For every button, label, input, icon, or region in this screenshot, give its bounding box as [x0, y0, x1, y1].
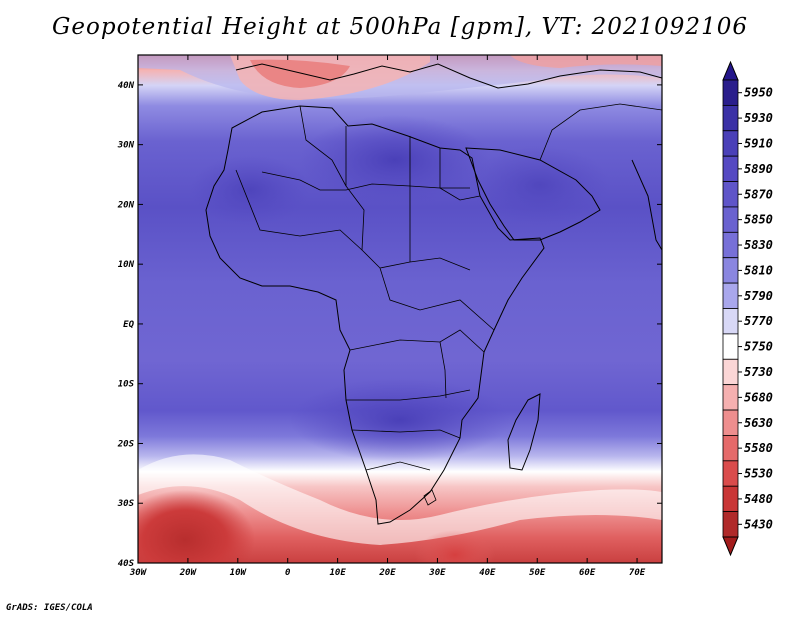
colorbar-swatch	[722, 282, 739, 309]
colorbar-swatch	[722, 104, 739, 132]
x-tick-label: 20W	[179, 568, 198, 578]
height-field	[138, 55, 662, 563]
x-tick-label: 0	[285, 568, 291, 578]
colorbar-swatch	[722, 181, 739, 208]
colorbar-swatch	[722, 384, 739, 411]
y-tick-label: 30N	[117, 141, 135, 151]
y-tick-label: EQ	[123, 320, 134, 330]
colorbar-swatch	[722, 485, 739, 513]
colorbar-swatch	[722, 130, 739, 157]
y-tick-label: 10N	[118, 260, 135, 270]
y-axis: 40S 30S 20S 10S EQ 10N 20N 30N 40N	[117, 81, 662, 569]
colorbar-label: 5850	[744, 213, 773, 227]
x-tick-label: 10W	[230, 568, 248, 578]
colorbar-label: 5770	[744, 314, 773, 328]
y-tick-label: 40S	[118, 559, 135, 569]
plot-frame	[137, 54, 663, 564]
colorbar-label: 5790	[744, 289, 773, 303]
y-tick-label: 20S	[117, 439, 135, 449]
colorbar-label: 5930	[744, 111, 773, 125]
x-axis: 30W 20W 10W 0 10E 20E 30E 40E 50E 60E 70E	[129, 55, 646, 578]
colorbar-swatch	[722, 206, 739, 233]
x-tick-label: 10E	[329, 568, 346, 578]
colorbar-swatch	[722, 333, 739, 360]
x-tick-label: 40E	[479, 568, 496, 578]
colorbar-swatch	[722, 308, 739, 335]
colorbar-label: 5750	[744, 340, 773, 354]
colorbar-swatch	[722, 460, 739, 487]
colorbar-label: 5730	[744, 365, 773, 379]
x-tick-label: 70E	[629, 568, 646, 578]
colorbar-label: 5950	[744, 86, 773, 100]
y-tick-label: 20N	[117, 200, 135, 210]
colorbar-swatch	[722, 155, 739, 182]
colorbar-label: 5810	[744, 263, 773, 277]
colorbar-label: 5870	[744, 187, 773, 201]
europe-coastline	[235, 63, 662, 89]
colorbar-label: 5480	[744, 492, 773, 506]
colorbar-swatch	[722, 511, 739, 538]
colorbar-top-arrow	[722, 60, 739, 81]
colorbar-swatch	[722, 79, 739, 106]
colorbar-bottom-arrow	[722, 536, 739, 557]
x-tick-label: 60E	[579, 568, 596, 578]
x-tick-label: 50E	[529, 568, 546, 578]
colorbar-label: 5830	[744, 238, 773, 252]
grads-credit: GrADS: IGES/COLA	[6, 603, 93, 613]
colorbar-label: 5910	[744, 136, 773, 150]
colorbar-swatch	[722, 358, 739, 386]
chart-title: Geopotential Height at 500hPa [gpm], VT:…	[52, 14, 748, 40]
india-coastline	[631, 159, 662, 251]
arabia-coastline	[465, 147, 601, 241]
y-tick-label: 30S	[117, 499, 135, 509]
colorbar: 5950 5930 5910 5890 5870 5850 5830 5810 5790 5770…	[722, 60, 773, 557]
x-tick-label: 30W	[129, 568, 148, 578]
colorbar-label: 5580	[744, 441, 773, 455]
colorbar-swatch	[722, 435, 739, 462]
colorbar-swatch	[722, 231, 739, 259]
africa-coastline	[205, 105, 545, 525]
x-tick-label: 30E	[428, 568, 446, 578]
colorbar-swatch	[722, 257, 739, 284]
colorbar-swatch	[722, 409, 739, 436]
madagascar-coastline	[507, 393, 541, 471]
colorbar-label: 5630	[744, 416, 773, 430]
y-tick-label: 40N	[118, 81, 135, 91]
colorbar-label: 5680	[744, 390, 773, 404]
colorbar-label: 5430	[744, 517, 773, 531]
x-tick-label: 20E	[378, 568, 396, 578]
coastlines	[205, 63, 662, 525]
colorbar-label: 5890	[744, 162, 773, 176]
y-tick-label: 10S	[118, 380, 135, 390]
colorbar-label: 5530	[744, 467, 773, 481]
